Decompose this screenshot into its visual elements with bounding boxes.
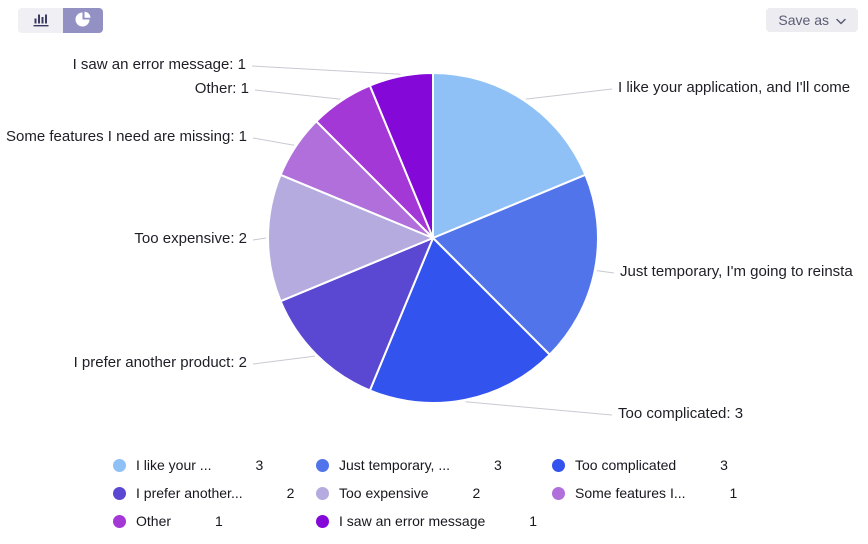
pie-chart-icon xyxy=(75,11,92,31)
legend-label: I like your ... xyxy=(136,457,212,473)
legend-label: I prefer another... xyxy=(136,485,243,501)
legend-item-7[interactable]: I saw an error message 1 xyxy=(316,513,552,529)
legend-value: 1 xyxy=(215,513,223,529)
leader-line xyxy=(465,401,613,416)
legend-value: 3 xyxy=(494,457,502,473)
legend-dot xyxy=(316,486,329,500)
leader-line xyxy=(525,88,613,100)
legend-dot xyxy=(113,514,126,528)
legend-label: I saw an error message xyxy=(339,513,486,529)
legend-item-1[interactable]: Just temporary, ... 3 xyxy=(316,457,552,473)
leader-line xyxy=(251,65,401,75)
legend-value: 3 xyxy=(255,457,264,473)
leader-line xyxy=(596,270,615,274)
chevron-down-icon xyxy=(836,12,846,28)
chart-legend: I like your ... 3 Just temporary, ... 3 Too … xyxy=(113,451,737,535)
legend-dot xyxy=(552,486,565,500)
pie-label-5: Some features I need are missing: 1 xyxy=(6,128,247,145)
leader-line xyxy=(252,355,315,365)
legend-label: Too complicated xyxy=(575,457,677,473)
legend-label: Just temporary, ... xyxy=(339,457,450,473)
pie-label-6: Other: 1 xyxy=(194,80,249,97)
legend-label: Other xyxy=(136,513,172,529)
legend-item-0[interactable]: I like your ... 3 xyxy=(113,457,316,473)
legend-item-2[interactable]: Too complicated 3 xyxy=(552,457,737,473)
legend-value: 3 xyxy=(720,457,728,473)
legend-dot xyxy=(316,458,329,472)
pie-slice-3[interactable] xyxy=(279,237,434,392)
pie-slice-2[interactable] xyxy=(368,237,551,404)
legend-value: 2 xyxy=(472,485,481,501)
pie-slice-4[interactable] xyxy=(267,173,434,303)
pie-label-2: Too complicated: 3 xyxy=(618,405,744,422)
legend-dot xyxy=(316,514,329,528)
legend-value: 2 xyxy=(286,485,295,501)
chart-type-toggle xyxy=(18,8,103,33)
leader-line xyxy=(254,89,341,100)
pie-slice-1[interactable] xyxy=(432,173,599,356)
pie-chart xyxy=(251,65,615,416)
legend-dot xyxy=(552,458,565,472)
legend-value: 1 xyxy=(529,513,538,529)
pie-label-3: I prefer another product: 2 xyxy=(73,354,247,371)
pie-slice-7[interactable] xyxy=(368,72,434,239)
pie-label-4: Too expensive: 2 xyxy=(134,230,247,247)
legend-dot xyxy=(113,458,126,472)
save-as-label: Save as xyxy=(778,12,829,28)
legend-item-6[interactable]: Other 1 xyxy=(113,513,316,529)
leader-line xyxy=(252,137,295,146)
legend-value: 1 xyxy=(729,485,738,501)
pie-label-1: Just temporary, I'm going to reinsta xyxy=(620,263,853,280)
legend-item-3[interactable]: I prefer another... 2 xyxy=(113,485,316,501)
legend-label: Too expensive xyxy=(339,485,429,501)
pie-chart-view-button[interactable] xyxy=(63,8,103,33)
pie-label-0: I like your application, and I'll come xyxy=(618,79,851,96)
legend-item-4[interactable]: Too expensive 2 xyxy=(316,485,552,501)
pie-slice-0[interactable] xyxy=(432,72,587,239)
save-as-button[interactable]: Save as xyxy=(766,8,858,32)
pie-label-7: I saw an error message: 1 xyxy=(72,56,246,73)
legend-item-5[interactable]: Some features I... 1 xyxy=(552,485,737,501)
leader-line xyxy=(252,237,267,241)
legend-label: Some features I... xyxy=(575,485,686,501)
bar-chart-icon xyxy=(33,12,49,30)
legend-dot xyxy=(113,486,126,500)
bar-chart-view-button[interactable] xyxy=(18,8,63,33)
